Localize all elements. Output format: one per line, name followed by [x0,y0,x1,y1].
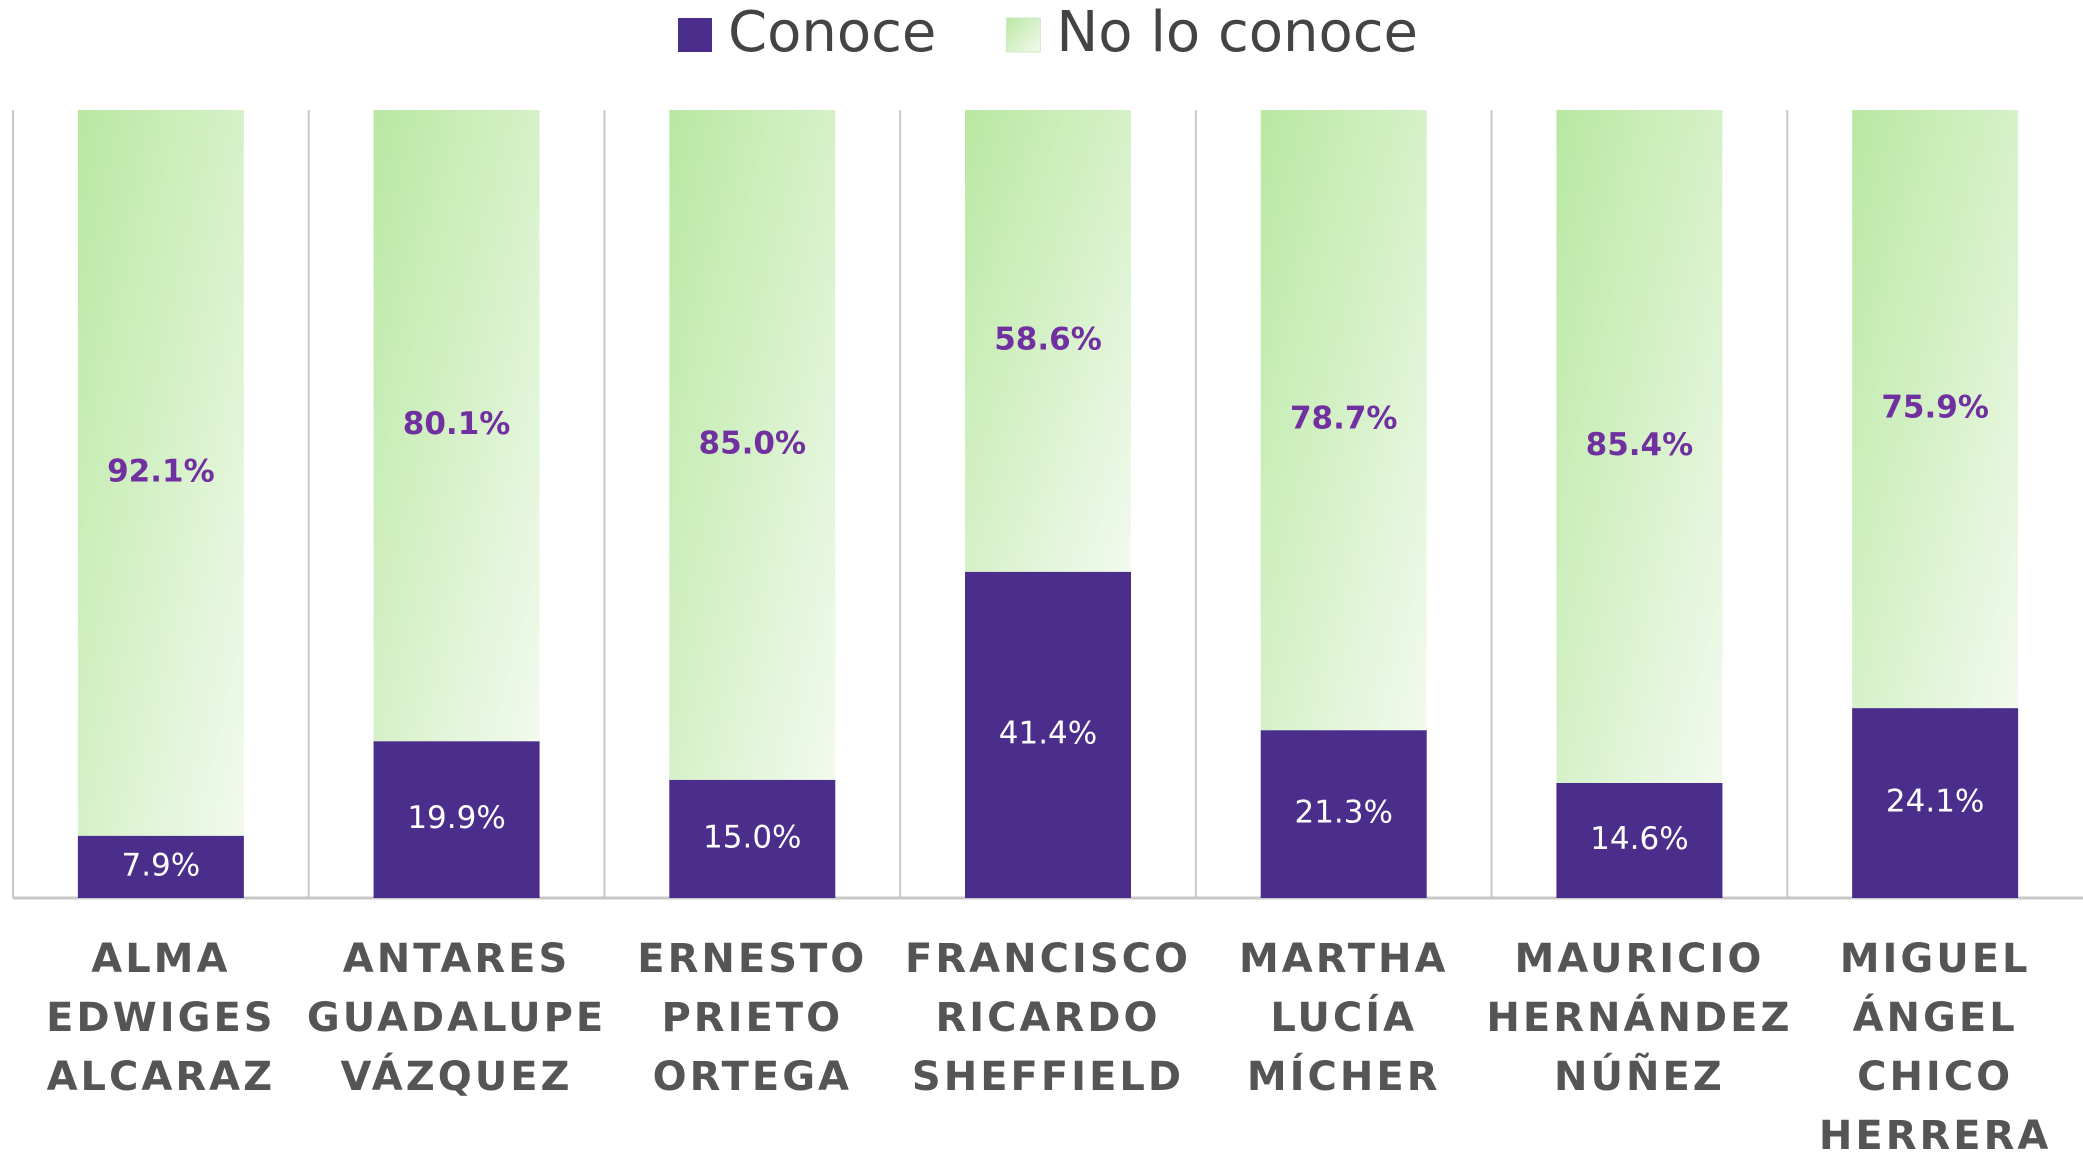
x-tick-label: MAURICIO HERNÁNDEZ NÚÑEZ [1486,936,1793,1100]
data-label: 21.3% [1294,795,1392,831]
data-label: 58.6% [994,321,1102,357]
bar-segment [77,110,244,836]
data-label: 78.7% [1290,401,1398,437]
x-tick-label: MARTHA LUCÍA MÍCHER [1238,936,1449,1100]
x-tick-label: ALMA EDWIGES ALCARAZ [46,936,276,1100]
x-tick-label: MIGUEL ÁNGEL CHICO HERRERA [1818,936,2052,1154]
bar-segment [1852,708,2019,898]
x-tick-label-box: ERNESTO PRIETO ORTEGA [637,930,867,1107]
legend-swatch [1005,17,1041,53]
x-tick-label-box: ALMA EDWIGES ALCARAZ [46,930,276,1107]
data-label: 15.0% [703,819,801,855]
legend-label: Conoce [728,0,936,65]
bar-segment [669,779,836,898]
bar-segment [77,835,244,898]
data-label: 7.9% [121,847,200,883]
bar-segment [1852,110,2019,709]
x-tick-label-box: FRANCISCO RICARDO SHEFFIELD [905,930,1191,1107]
x-tick-label-box: ANTARES GUADALUPE VÁZQUEZ [307,930,606,1107]
data-label: 80.1% [403,406,511,442]
legend-label: No lo conoce [1056,0,1418,65]
data-label: 24.1% [1886,784,1984,820]
bar-segment [373,110,540,742]
bar-segment [1556,782,1723,898]
data-label: 85.0% [699,425,807,461]
bar-segment [1260,730,1427,898]
data-label: 19.9% [407,800,505,836]
data-label: 14.6% [1590,821,1688,857]
legend: Conoce No lo conoce [678,0,1418,65]
data-label: 85.4% [1586,427,1694,463]
x-tick-label-box: MAURICIO HERNÁNDEZ NÚÑEZ [1486,930,1792,1107]
legend-swatch [678,18,713,52]
x-tick-label-box: MIGUEL ÁNGEL CHICO HERRERA [1819,930,2051,1154]
bar-segment [1260,110,1427,731]
bar-segment [1556,110,1723,783]
bar-segment [965,110,1131,572]
data-label: 75.9% [1881,390,1989,426]
data-label: 92.1% [107,453,215,489]
x-tick-label-box: MARTHA LUCÍA MÍCHER [1239,930,1448,1107]
x-tick-label: ANTARES GUADALUPE VÁZQUEZ [306,936,607,1100]
x-tick-label: ERNESTO PRIETO ORTEGA [637,936,868,1100]
bar-segment [373,741,540,898]
x-tick-label: FRANCISCO RICARDO SHEFFIELD [905,936,1191,1100]
bar-segment [669,110,836,780]
bar-segment [965,571,1131,898]
data-label: 41.4% [999,715,1097,751]
